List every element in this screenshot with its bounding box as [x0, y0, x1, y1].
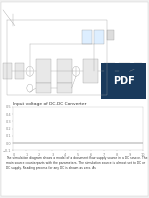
Circle shape — [27, 84, 33, 92]
Text: Input voltage of DC-DC Converter: Input voltage of DC-DC Converter — [13, 102, 87, 106]
FancyBboxPatch shape — [104, 63, 115, 79]
FancyBboxPatch shape — [119, 63, 130, 79]
Text: The simulation diagram shows a model of a document flow supply source in a DC so: The simulation diagram shows a model of … — [6, 156, 148, 170]
FancyBboxPatch shape — [15, 63, 24, 79]
FancyBboxPatch shape — [82, 30, 92, 44]
Text: PDF: PDF — [113, 76, 135, 86]
FancyBboxPatch shape — [101, 63, 146, 99]
FancyBboxPatch shape — [83, 59, 98, 83]
FancyBboxPatch shape — [3, 63, 12, 79]
FancyBboxPatch shape — [57, 83, 72, 93]
FancyBboxPatch shape — [107, 30, 114, 40]
Circle shape — [72, 66, 80, 76]
FancyBboxPatch shape — [94, 30, 104, 44]
FancyBboxPatch shape — [57, 59, 72, 83]
FancyBboxPatch shape — [134, 63, 142, 75]
FancyBboxPatch shape — [36, 59, 51, 83]
FancyBboxPatch shape — [1, 2, 148, 196]
Circle shape — [26, 66, 34, 76]
FancyBboxPatch shape — [36, 83, 51, 93]
